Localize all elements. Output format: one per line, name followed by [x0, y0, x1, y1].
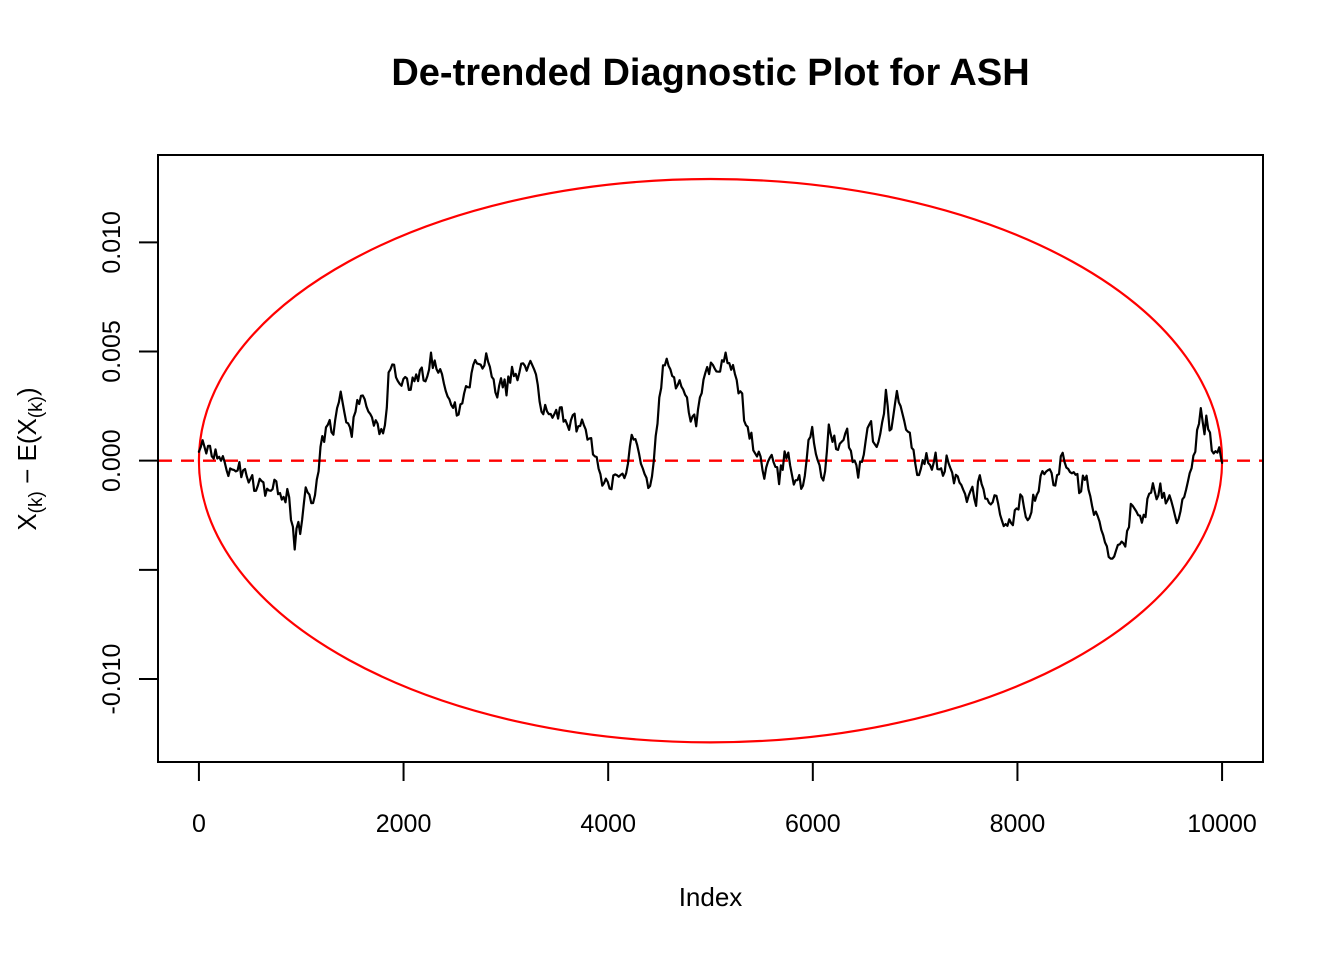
- y-axis-title-subscript: (k): [26, 491, 47, 514]
- y-axis-title-subscript-2: (k): [26, 396, 47, 419]
- x-axis-tick-label: 2000: [376, 810, 432, 838]
- y-axis-tick-label: 0.010: [98, 211, 126, 274]
- x-axis-tick-label: 6000: [785, 810, 841, 838]
- y-axis-title: X(k) − E(X(k)): [12, 387, 48, 530]
- x-axis-tick-label: 10000: [1187, 810, 1257, 838]
- x-axis-tick-label: 0: [192, 810, 206, 838]
- y-axis-title-mid: − E(X: [12, 418, 42, 492]
- chart-title: De-trended Diagnostic Plot for ASH: [391, 52, 1030, 94]
- y-axis-title-base: X: [12, 513, 42, 531]
- x-axis-title: Index: [678, 882, 743, 912]
- x-axis-tick-label: 8000: [990, 810, 1046, 838]
- y-axis-tick-label: 0.000: [98, 429, 126, 492]
- y-axis-title-end: ): [12, 387, 42, 397]
- plot-box: [157, 154, 1264, 763]
- y-axis-tick-label: 0.005: [98, 320, 126, 383]
- y-axis-tick-label: -0.010: [98, 644, 126, 715]
- x-axis-tick-label: 4000: [580, 810, 636, 838]
- data-trace: [197, 351, 1224, 560]
